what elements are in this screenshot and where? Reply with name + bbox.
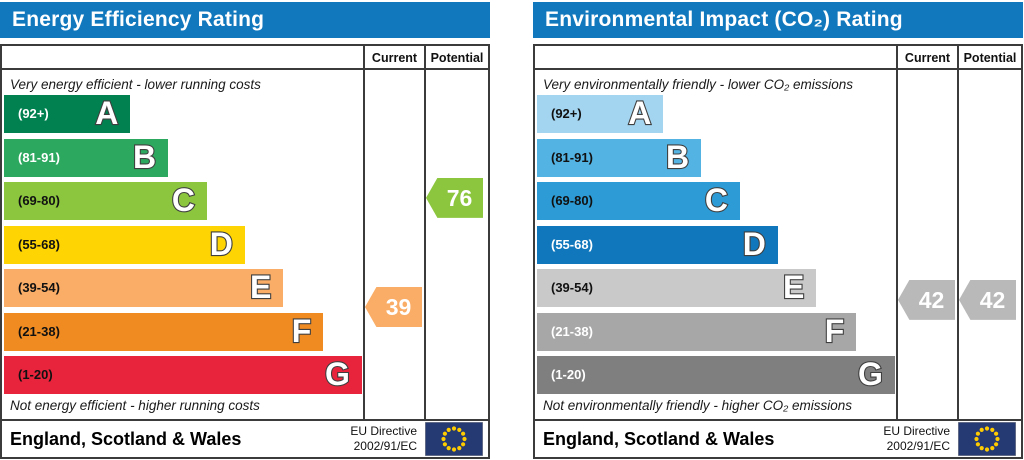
band-letter: D (209, 224, 234, 262)
band-f: (21-38) F (4, 311, 324, 351)
potential-rating-arrow: 42 (959, 279, 1016, 320)
band-c: (69-80) C (537, 181, 741, 220)
band-range-label: (69-80) (18, 193, 60, 208)
chart-bottom-caption: Not environmentally friendly - higher CO… (543, 398, 853, 413)
band-a: (92+) A (537, 94, 664, 133)
eu-flag-stars (441, 426, 467, 452)
region-label: England, Scotland & Wales (10, 428, 242, 449)
band-range-label: (39-54) (551, 280, 593, 295)
band-range-label: (81-91) (551, 149, 593, 165)
column-header-potential: Potential (963, 51, 1017, 65)
band-b: (81-91) B (4, 137, 169, 177)
column-divider (896, 46, 898, 419)
panel-title: Energy Efficiency Rating (0, 2, 490, 38)
eu-directive-group: EU Directive 2002/91/EC (350, 422, 483, 456)
column-divider (424, 46, 426, 419)
table-header: Current Potential (535, 46, 1021, 70)
panel-footer: England, Scotland & Wales EU Directive 2… (533, 419, 1023, 459)
band-letter: F (291, 311, 313, 349)
eu-directive-group: EU Directive 2002/91/EC (883, 422, 1016, 456)
band-letter: E (782, 268, 806, 306)
band-letter: B (665, 137, 690, 175)
band-letter: C (171, 181, 196, 219)
band-range-label: (1-20) (18, 367, 53, 382)
eu-directive-text: EU Directive 2002/91/EC (350, 424, 417, 453)
chart-top-caption: Very energy efficient - lower running co… (10, 77, 261, 92)
eu-flag-icon (425, 422, 483, 456)
column-divider (957, 46, 959, 419)
band-letter: D (742, 224, 767, 262)
energy-efficiency-panel: Energy Efficiency Rating Current Potenti… (0, 0, 490, 459)
column-header-current: Current (904, 51, 951, 65)
region-label: England, Scotland & Wales (543, 428, 775, 449)
band-f: (21-38) F (537, 311, 857, 351)
band-letter: E (249, 268, 273, 306)
band-letter: F (824, 311, 846, 349)
band-range-label: (1-20) (551, 367, 586, 382)
current-rating-arrow: 42 (898, 279, 955, 320)
rating-chart-body: Very environmentally friendly - lower CO… (535, 72, 1021, 419)
chart-bottom-caption: Not energy efficient - higher running co… (10, 398, 260, 413)
panel-title: Environmental Impact (CO₂) Rating (533, 2, 1023, 38)
band-letter: A (94, 94, 119, 132)
band-range-label: (81-91) (18, 149, 60, 165)
environmental-impact-panel: Environmental Impact (CO₂) Rating Curren… (533, 0, 1023, 459)
column-header-current: Current (371, 51, 418, 65)
band-e: (39-54) E (4, 268, 284, 307)
eu-flag-icon (958, 422, 1016, 456)
column-divider (363, 46, 365, 419)
band-letter: C (704, 181, 729, 219)
band-letter: G (324, 355, 351, 393)
band-letter: A (627, 94, 652, 132)
band-e: (39-54) E (537, 268, 817, 307)
band-range-label: (39-54) (18, 280, 60, 295)
eu-directive-text: EU Directive 2002/91/EC (883, 424, 950, 453)
band-letter: B (132, 137, 157, 175)
potential-rating-arrow: 76 (426, 177, 483, 218)
band-letter: G (857, 355, 884, 393)
rating-chart-body: Very energy efficient - lower running co… (2, 72, 488, 419)
current-rating-arrow: 39 (365, 287, 422, 327)
chart-top-caption: Very environmentally friendly - lower CO… (543, 77, 853, 92)
band-range-label: (21-38) (18, 323, 60, 339)
band-range-label: (69-80) (551, 193, 593, 208)
band-c: (69-80) C (4, 181, 208, 220)
band-d: (55-68) D (537, 224, 778, 264)
column-header-potential: Potential (430, 51, 484, 65)
band-a: (92+) A (4, 94, 131, 133)
band-range-label: (55-68) (18, 236, 60, 252)
eu-flag-stars (974, 426, 1000, 452)
band-range-label: (55-68) (551, 236, 593, 252)
rating-table: Current Potential Very energy efficient … (0, 44, 490, 421)
band-g: (1-20) G (4, 355, 362, 394)
table-header: Current Potential (2, 46, 488, 70)
panel-footer: England, Scotland & Wales EU Directive 2… (0, 419, 490, 459)
band-g: (1-20) G (537, 355, 895, 394)
band-range-label: (21-38) (551, 323, 593, 339)
band-range-label: (92+) (551, 106, 582, 121)
band-d: (55-68) D (4, 224, 245, 264)
rating-table: Current Potential Very environmentally f… (533, 44, 1023, 421)
band-b: (81-91) B (537, 137, 702, 177)
band-range-label: (92+) (18, 106, 49, 121)
